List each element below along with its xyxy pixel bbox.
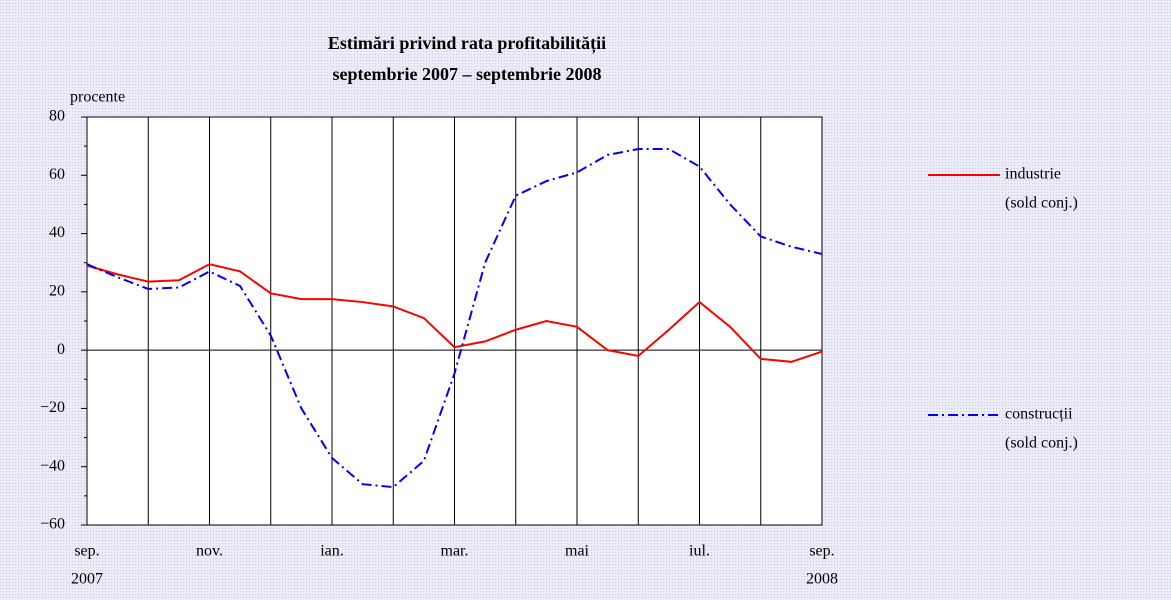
x-year-label: 2007 (71, 571, 103, 588)
y-axis-label: procente (70, 89, 125, 106)
y-tick-label: 20 (49, 283, 65, 300)
y-tick-label: 0 (57, 341, 65, 358)
legend-label: industrie (1005, 166, 1061, 183)
x-tick-label: mai (565, 543, 590, 560)
x-tick-label: sep. (809, 543, 834, 560)
x-tick-label: sep. (74, 543, 99, 560)
y-tick-label: 60 (49, 166, 65, 183)
y-tick-label: 80 (49, 108, 65, 125)
x-tick-label: ian. (320, 543, 344, 560)
x-tick-label: iul. (689, 543, 710, 560)
chart-title: Estimări privind rata profitabilității (328, 33, 606, 54)
series-line (86, 263, 823, 363)
y-tick-label: −20 (40, 399, 65, 416)
x-year-label: 2008 (806, 571, 838, 588)
legend-note: (sold conj.) (1005, 195, 1078, 212)
y-tick-label: −40 (40, 457, 65, 474)
x-tick-label: nov. (196, 543, 223, 560)
x-tick-label: mar. (441, 543, 469, 560)
y-tick-label: −60 (40, 516, 65, 533)
chart-subtitle: septembrie 2007 – septembrie 2008 (333, 64, 602, 84)
legend-label: construcții (1005, 406, 1073, 423)
series-line (86, 148, 823, 489)
y-tick-label: 40 (49, 224, 65, 241)
legend-note: (sold conj.) (1005, 435, 1078, 452)
